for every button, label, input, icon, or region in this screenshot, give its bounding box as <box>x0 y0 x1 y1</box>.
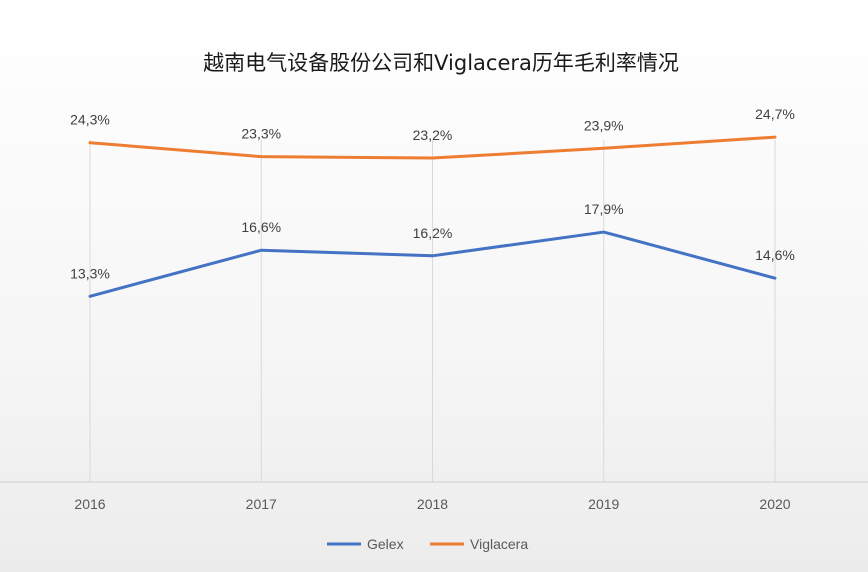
data-label-gelex: 16,6% <box>241 219 281 235</box>
x-tick-label: 2017 <box>246 496 277 512</box>
x-tick-label: 2020 <box>759 496 790 512</box>
data-label-viglacera: 23,9% <box>584 117 624 133</box>
data-label-gelex: 16,2% <box>413 225 453 241</box>
legend: Gelex Viglacera <box>327 536 528 552</box>
gridlines <box>89 140 776 482</box>
x-tick-label: 2018 <box>417 496 448 512</box>
x-tick-label: 2016 <box>74 496 105 512</box>
data-label-viglacera: 24,7% <box>755 106 795 122</box>
data-label-viglacera: 24,3% <box>70 112 110 128</box>
data-label-viglacera: 23,2% <box>413 127 453 143</box>
chart-title: 越南电气设备股份公司和Viglacera历年毛利率情况 <box>203 51 679 75</box>
series-lines <box>88 135 777 298</box>
x-axis: 2016 2017 2018 2019 2020 <box>0 481 868 512</box>
data-label-viglacera: 23,3% <box>241 126 281 142</box>
data-labels: 13,3% 16,6% 16,2% 17,9% 14,6% 24,3% 23,3% 23,2%… <box>70 106 795 281</box>
data-label-gelex: 13,3% <box>70 265 110 281</box>
data-label-gelex: 14,6% <box>755 247 795 263</box>
data-label-gelex: 17,9% <box>584 201 624 217</box>
legend-label-viglacera: Viglacera <box>470 536 528 552</box>
x-tick-label: 2019 <box>588 496 619 512</box>
legend-label-gelex: Gelex <box>367 536 404 552</box>
